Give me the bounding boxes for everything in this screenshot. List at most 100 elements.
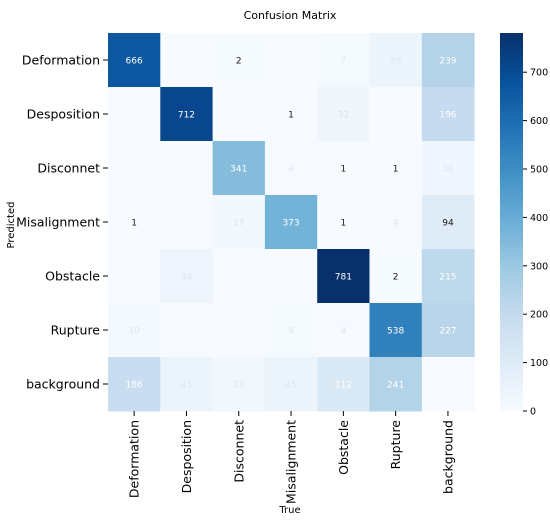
cell-value-label: 32: [338, 111, 349, 121]
colorbar-tick-label: 200: [530, 310, 548, 321]
colorbar-ticks: 0 100 200 300 400 500 600 700: [523, 68, 548, 418]
heatmap-cell: [108, 195, 161, 250]
heatmap-cell: [108, 87, 161, 142]
heatmap-cell: [421, 141, 475, 196]
colorbar-tick-label: 600: [530, 116, 548, 127]
y-axis-ticks: Deformation Desposition Disconnet Misalignm…: [16, 53, 108, 392]
colorbar-tick-label: 400: [530, 213, 548, 224]
heatmap-cell: [421, 87, 475, 142]
cell-value-label: 2: [393, 273, 399, 283]
cell-value-label: 215: [439, 273, 456, 283]
x-tick-label: Rupture: [388, 420, 403, 470]
heatmap-cell: [421, 303, 475, 358]
x-tick-label: Desposition: [179, 420, 194, 493]
cell-value-label: 94: [442, 219, 454, 229]
heatmap-cell: [264, 195, 318, 250]
heatmap-cell: [160, 195, 214, 250]
cell-value-label: 4: [340, 327, 346, 337]
y-tick-label: Misalignment: [16, 215, 100, 230]
cell-value-label: 9: [288, 327, 294, 337]
cell-value-label: 17: [233, 219, 244, 229]
heatmap-cell: [317, 357, 370, 412]
heatmap-cell: [108, 303, 161, 358]
colorbar-tick-label: 300: [530, 261, 548, 272]
colorbar-tick-label: 0: [530, 407, 536, 418]
heatmap-cell: [369, 303, 423, 358]
colorbar-tick-label: 100: [530, 358, 548, 369]
heatmap-cell: [317, 303, 370, 358]
cell-value-label: 196: [439, 111, 456, 121]
x-tick-label: Obstacle: [336, 420, 351, 475]
heatmap-cell: [108, 249, 161, 304]
x-tick-label: Deformation: [127, 420, 142, 498]
heatmap-cell: [264, 249, 318, 304]
heatmap-cell: [264, 141, 318, 196]
heatmap-cell: [317, 195, 370, 250]
cell-value-label: 241: [387, 381, 404, 391]
heatmap-cell: [160, 87, 214, 142]
heatmap-cell: [212, 141, 266, 196]
heatmap-cell: [108, 33, 161, 88]
x-axis-label: True: [278, 505, 300, 516]
cell-value-label: 186: [126, 381, 143, 391]
cell-value-label: 2: [236, 57, 242, 67]
cell-value-label: 1: [340, 165, 346, 175]
heatmap-cell: [108, 141, 161, 196]
cell-value-label: 1: [340, 219, 346, 229]
heatmap-cell: [212, 303, 266, 358]
heatmap-cell: [317, 141, 370, 196]
cell-value-label: 341: [230, 165, 247, 175]
cell-value-label: 10: [128, 327, 140, 337]
heatmap-cell: [264, 303, 318, 358]
heatmap-cell: [369, 33, 423, 88]
heatmap-cell: [108, 357, 161, 412]
y-tick-label: Desposition: [27, 107, 100, 122]
cell-value-label: 666: [126, 57, 143, 67]
y-tick-label: Rupture: [51, 323, 101, 338]
heatmap-cell: [264, 357, 318, 412]
heatmap-cell: [317, 249, 370, 304]
colorbar: [500, 33, 523, 411]
chart-title: Confusion Matrix: [244, 9, 337, 22]
x-tick-label: Misalignment: [284, 420, 299, 504]
cell-value-label: 23: [233, 381, 244, 391]
cell-value-label: 239: [439, 57, 456, 67]
cell-value-label: 4: [393, 219, 399, 229]
cell-value-label: 1: [393, 165, 399, 175]
heatmap-cell: [160, 141, 214, 196]
x-tick-label: background: [440, 420, 455, 494]
cell-value-label: 4: [288, 165, 294, 175]
heatmap-cell: [369, 87, 423, 142]
cell-value-label: 538: [387, 327, 404, 337]
heatmap-cell: [317, 87, 370, 142]
heatmap-cell: [369, 249, 423, 304]
cell-value-label: 1: [288, 111, 294, 121]
cell-value-label: 38: [390, 57, 402, 67]
y-tick-label: Disconnet: [37, 161, 100, 176]
cell-value-label: 373: [282, 219, 299, 229]
x-tick-label: Disconnet: [231, 420, 246, 483]
heatmap-cell: [160, 249, 214, 304]
heatmap-cell: [160, 303, 214, 358]
heatmap-cell: [160, 357, 214, 412]
cell-value-label: 30: [442, 165, 454, 175]
y-tick-label: Obstacle: [45, 269, 100, 284]
cell-value-label: 1: [131, 219, 137, 229]
heatmap-cell: [212, 357, 266, 412]
cell-value-label: 227: [439, 327, 456, 337]
heatmap-cell: [369, 141, 423, 196]
heatmap-cell: [421, 195, 475, 250]
cell-value-label: 712: [178, 111, 195, 121]
heatmap-cell: [369, 357, 423, 412]
heatmap-cell: [421, 33, 475, 88]
x-axis-ticks: Deformation Desposition Disconnet Misalignm…: [127, 411, 455, 504]
y-tick-label: background: [26, 377, 100, 392]
cell-value-label: 43: [181, 381, 192, 391]
colorbar-tick-label: 500: [530, 165, 548, 176]
cell-value-label: 7: [340, 57, 346, 67]
heatmap-cell: [212, 249, 266, 304]
heatmap-cell: [212, 87, 266, 142]
heatmap-cell: [160, 33, 214, 88]
